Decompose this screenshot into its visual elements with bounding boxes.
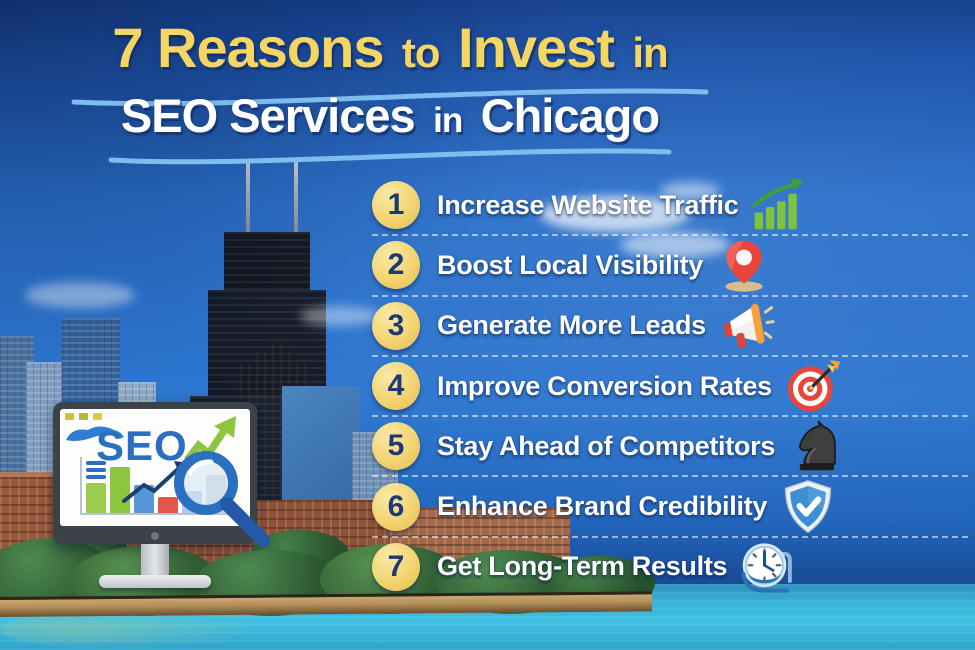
title-underline-swoosh (71, 88, 709, 107)
reason-label: Improve Conversion Rates (437, 370, 772, 401)
willis-tower-top (224, 232, 310, 294)
seo-monitor-illustration: SEO (53, 402, 270, 590)
number-badge: 1 (372, 181, 420, 230)
text-line (86, 468, 106, 472)
megaphone-icon (719, 298, 775, 354)
list-item: 1 Increase Website Traffic (372, 176, 968, 237)
magnifier-icon (174, 451, 270, 547)
bar-chart-growth-icon (751, 177, 807, 233)
text-line (86, 475, 106, 479)
list-item: 4 Improve Conversion Rates (372, 357, 968, 418)
title-segment: Chicago (480, 89, 660, 142)
willis-tower-antenna (246, 160, 250, 236)
browser-dot (93, 413, 102, 420)
monitor-seo-text: SEO (96, 422, 188, 469)
browser-dot (79, 413, 88, 420)
chart-bar (134, 485, 154, 513)
monitor-base (99, 575, 211, 588)
reason-label: Stay Ahead of Competitors (437, 430, 776, 461)
chart-axis (80, 457, 82, 515)
monitor-screen: SEO (60, 409, 270, 547)
title-segment: 7 Reasons (112, 16, 384, 79)
title-line-1: 7 Reasons to Invest in (50, 20, 730, 76)
browser-dot (65, 413, 74, 420)
title-segment: in (632, 29, 668, 76)
infographic-header: 7 Reasons to Invest in SEO Services in C… (50, 14, 730, 165)
reason-label: Boost Local Visibility (437, 249, 703, 280)
cloud (660, 182, 720, 200)
growth-arrow-icon (184, 416, 236, 463)
text-line (86, 461, 106, 465)
list-item: 7 Get Long-Term Results (372, 538, 968, 596)
cloud (540, 196, 690, 232)
reasons-list: 1 Increase Website Traffic 2 Boost Local… (372, 176, 968, 596)
list-item: 3 Generate More Leads (372, 297, 968, 357)
number-badge: 2 (372, 241, 420, 290)
monitor-power-dot (151, 532, 159, 540)
reason-label: Increase Website Traffic (437, 189, 739, 220)
reason-label: Get Long-Term Results (437, 551, 728, 582)
title-segment: Invest (458, 16, 615, 79)
target-arrow-icon (785, 358, 841, 414)
willis-tower-antenna (294, 160, 298, 236)
title-underline-swoosh (108, 148, 672, 165)
list-item: 2 Boost Local Visibility (372, 236, 968, 297)
shield-check-icon (780, 479, 836, 535)
number-badge: 3 (372, 301, 420, 350)
number-badge: 6 (372, 482, 420, 531)
list-item: 5 Stay Ahead of Competitors (372, 417, 968, 478)
title-line-2: SEO Services in Chicago (50, 92, 730, 139)
location-pin-icon (716, 237, 772, 293)
cloud (300, 306, 380, 326)
title-segment: SEO Services (120, 89, 416, 142)
clock-icon (740, 539, 796, 595)
cloud (620, 232, 730, 258)
reason-label: Enhance Brand Credibility (437, 491, 768, 522)
title-segment: to (401, 29, 441, 76)
chart-bar (86, 483, 106, 513)
monitor-frame: SEO (53, 402, 270, 547)
number-badge: 7 (372, 542, 420, 591)
chart-bar (158, 497, 178, 513)
cloud (25, 282, 135, 308)
number-badge: 5 (372, 422, 420, 471)
chess-knight-icon (788, 418, 844, 474)
reason-label: Generate More Leads (437, 310, 706, 341)
monitor-stand (141, 544, 169, 577)
number-badge: 4 (372, 362, 420, 411)
cloud-swoosh-icon (66, 426, 124, 441)
chart-axis (80, 513, 232, 515)
title-segment: in (433, 101, 463, 140)
willis-tower-mid (208, 290, 326, 400)
list-item: 6 Enhance Brand Credibility (372, 477, 968, 538)
